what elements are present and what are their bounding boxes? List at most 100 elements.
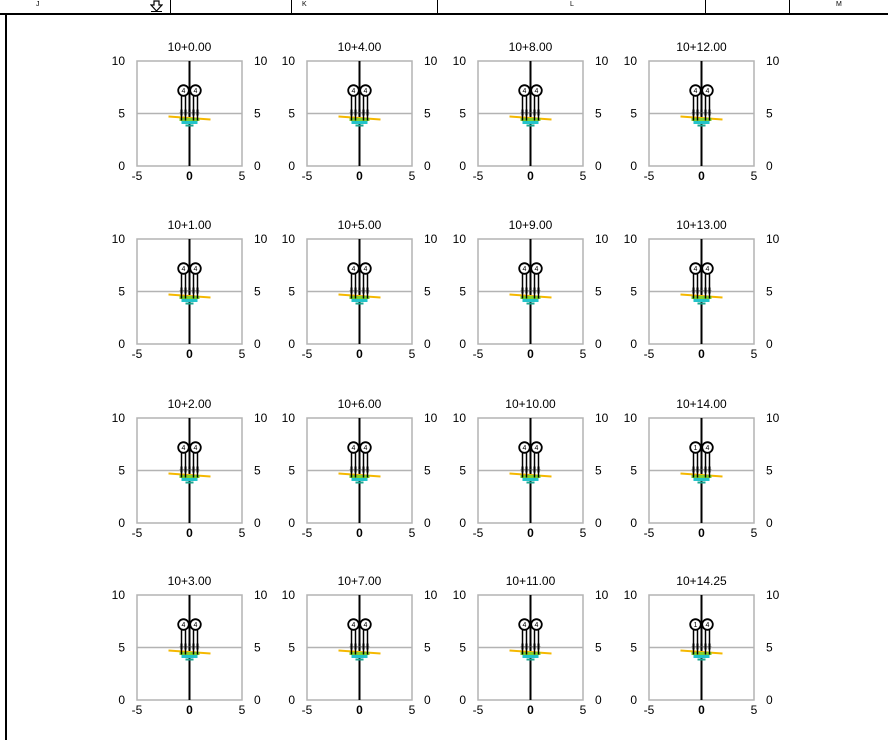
x-tick-label: 0	[527, 703, 534, 717]
marker-circle	[347, 441, 360, 454]
marker-circle	[189, 262, 202, 275]
x-tick-label: 5	[409, 703, 416, 717]
y-tick-label: 0	[288, 159, 295, 173]
y-tick-label: 10	[624, 411, 638, 425]
marker-circle	[189, 84, 202, 97]
x-tick-label: 5	[409, 169, 416, 183]
y-tick-label: 5	[595, 464, 602, 478]
y-tick-label: 10	[112, 588, 126, 602]
x-tick-label: 5	[239, 169, 246, 183]
x-tick-label: -5	[473, 703, 484, 717]
marker-circle-label: 4	[535, 622, 539, 629]
y-tick-label: 5	[630, 641, 637, 655]
x-tick-label: 0	[356, 347, 363, 361]
y-tick-label: 10	[453, 54, 467, 68]
marker-circle	[701, 84, 714, 97]
y-tick-label: 10	[282, 411, 296, 425]
marker-circle-label: 4	[364, 445, 368, 452]
y-tick-label: 0	[288, 516, 295, 530]
marker-circle-label: 4	[182, 445, 186, 452]
column-divider	[437, 0, 438, 13]
x-tick-label: -5	[302, 169, 313, 183]
y-tick-label: 10	[424, 411, 438, 425]
x-tick-label: 0	[186, 526, 193, 540]
marker-circle-label: 4	[352, 266, 356, 273]
x-tick-label: 5	[239, 347, 246, 361]
y-tick-label: 5	[118, 107, 125, 121]
y-tick-label: 10	[112, 411, 126, 425]
x-tick-label: 5	[409, 347, 416, 361]
marker-circle-label: 4	[523, 445, 527, 452]
y-tick-label: 10	[624, 54, 638, 68]
y-tick-label: 0	[595, 516, 602, 530]
x-tick-label: 5	[751, 703, 758, 717]
y-tick-label: 0	[595, 693, 602, 707]
x-tick-label: 0	[356, 703, 363, 717]
y-tick-label: 10	[424, 588, 438, 602]
y-tick-label: 5	[424, 107, 431, 121]
x-tick-label: -5	[132, 703, 143, 717]
x-tick-label: 0	[186, 169, 193, 183]
marker-circle-label: 4	[182, 266, 186, 273]
x-tick-label: 0	[527, 169, 534, 183]
x-tick-label: 0	[186, 347, 193, 361]
marker-circle-label: 4	[364, 88, 368, 95]
y-tick-label: 0	[118, 337, 125, 351]
y-tick-label: 5	[254, 641, 261, 655]
marker-circle	[359, 84, 372, 97]
marker-circle-label: 4	[194, 622, 198, 629]
x-tick-label: 0	[356, 169, 363, 183]
y-tick-label: 5	[595, 641, 602, 655]
x-tick-label: 0	[186, 703, 193, 717]
marker-circle-label: 4	[352, 622, 356, 629]
y-tick-label: 0	[254, 693, 261, 707]
x-tick-label: 0	[698, 169, 705, 183]
y-tick-label: 10	[424, 54, 438, 68]
marker-circle-label: 4	[523, 88, 527, 95]
y-tick-label: 5	[459, 285, 466, 299]
marker-circle-label: 4	[364, 266, 368, 273]
y-tick-label: 5	[118, 285, 125, 299]
marker-circle	[359, 618, 372, 631]
marker-circle	[177, 441, 190, 454]
y-tick-label: 0	[459, 516, 466, 530]
y-tick-label: 5	[630, 107, 637, 121]
panel-title: 10+9.00	[509, 218, 553, 232]
y-tick-label: 0	[254, 516, 261, 530]
y-tick-label: 0	[595, 159, 602, 173]
y-tick-label: 10	[282, 54, 296, 68]
panel-title: 10+0.00	[168, 40, 212, 54]
y-tick-label: 5	[766, 641, 773, 655]
y-tick-label: 10	[624, 232, 638, 246]
marker-circle-label: 4	[523, 622, 527, 629]
y-tick-label: 0	[630, 516, 637, 530]
panel-title: 10+4.00	[338, 40, 382, 54]
marker-circle	[359, 262, 372, 275]
marker-circle-label: 4	[182, 88, 186, 95]
x-tick-label: 5	[580, 347, 587, 361]
column-divider	[705, 0, 706, 13]
y-tick-label: 5	[595, 285, 602, 299]
y-tick-label: 5	[766, 285, 773, 299]
y-tick-label: 0	[459, 693, 466, 707]
y-tick-label: 0	[118, 693, 125, 707]
marker-circle	[518, 441, 531, 454]
y-tick-label: 0	[288, 693, 295, 707]
y-tick-label: 10	[595, 588, 609, 602]
x-tick-label: -5	[644, 169, 655, 183]
marker-circle	[359, 441, 372, 454]
x-tick-label: -5	[644, 347, 655, 361]
y-tick-label: 5	[424, 464, 431, 478]
y-tick-label: 0	[424, 159, 431, 173]
y-tick-label: 0	[424, 693, 431, 707]
x-tick-label: 0	[527, 347, 534, 361]
marker-circle	[347, 618, 360, 631]
x-tick-label: -5	[132, 526, 143, 540]
marker-circle	[689, 262, 702, 275]
